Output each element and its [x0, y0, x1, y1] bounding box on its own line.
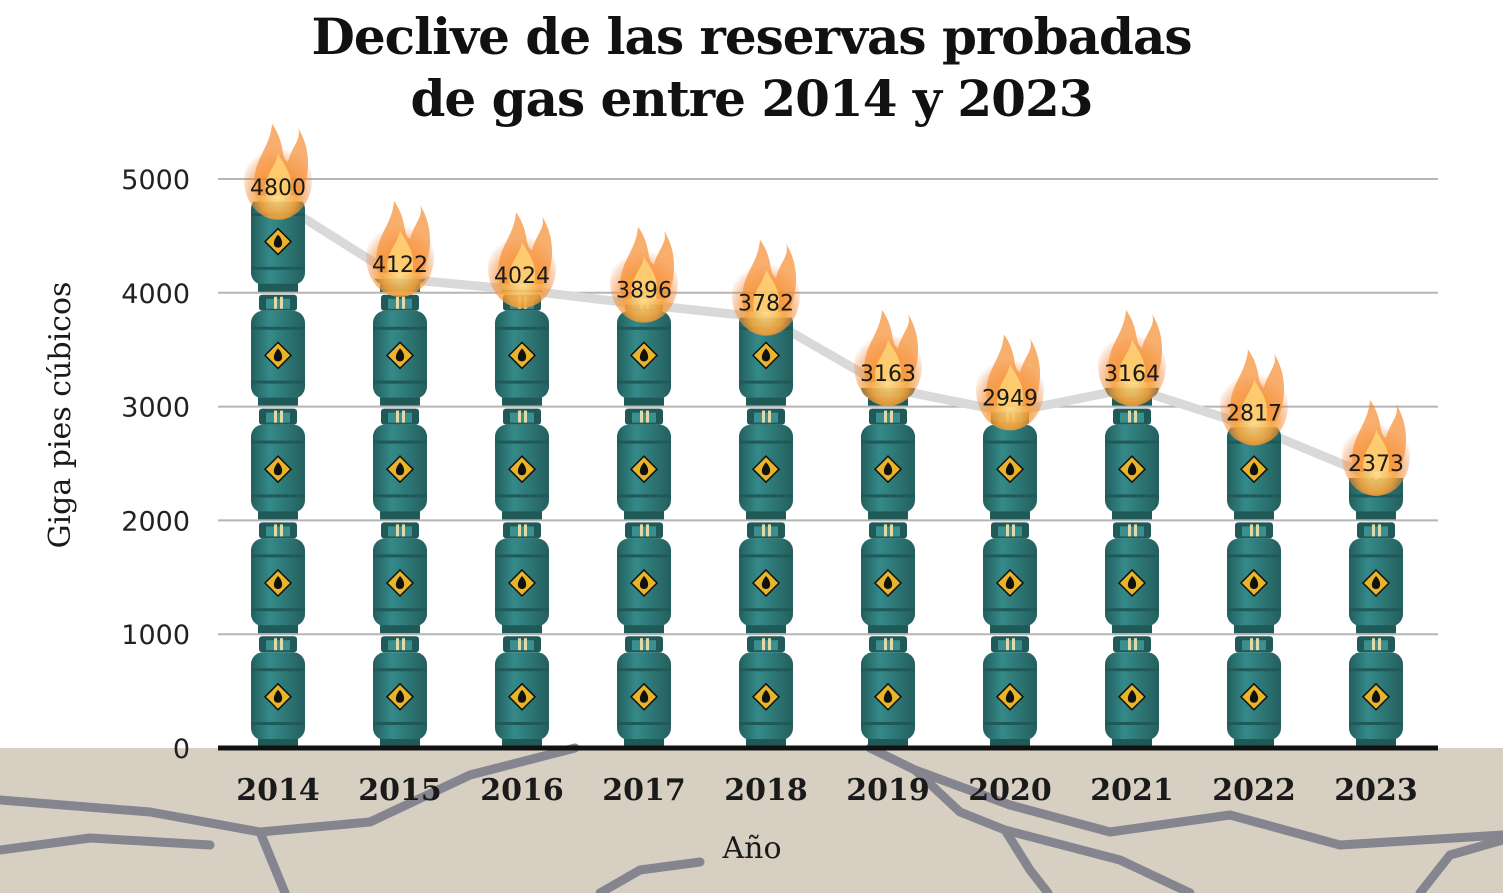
x-tick-label-2016: 2016 — [480, 773, 564, 808]
gas-cylinder-icon — [373, 294, 427, 406]
gas-cylinder-icon — [617, 522, 671, 634]
y-tick-label-0: 0 — [173, 734, 190, 765]
x-tick-label-2019: 2019 — [846, 773, 930, 808]
ground-crack-4 — [910, 765, 1235, 837]
y-tick-label-4000: 4000 — [121, 279, 190, 310]
ground-crack-6 — [1225, 810, 1503, 850]
gas-cylinder-icon — [1105, 408, 1159, 520]
cracked-ground — [0, 743, 1503, 893]
bar-2023 — [1349, 477, 1403, 747]
trend-line — [275, 197, 1378, 483]
gas-cylinder-icon — [1227, 636, 1281, 747]
flame-2014 — [244, 123, 312, 220]
ground-crack-1 — [255, 827, 290, 893]
gas-cylinder-icon — [1105, 636, 1159, 747]
y-axis-label: Giga pies cúbicos — [43, 282, 78, 549]
gas-cylinder-icon — [251, 522, 305, 634]
gas-cylinder-icon — [617, 636, 671, 747]
y-axis-ticks: 0 1000 2000 3000 4000 5000 — [121, 165, 190, 765]
ground-crack-0 — [0, 743, 580, 837]
value-labels: 4800 4122 4024 3896 3782 3163 2949 3164 2817 2373 — [250, 176, 1404, 477]
flame-2015 — [366, 200, 434, 297]
value-label-2023: 2373 — [1348, 452, 1404, 477]
gas-cylinder-icon — [251, 294, 305, 406]
value-label-2015: 4122 — [372, 253, 428, 278]
bar-2015 — [373, 278, 427, 747]
bar-2020 — [983, 412, 1037, 747]
chart-title: Declive de las reservas probadas de gas … — [0, 6, 1503, 130]
gas-cylinder-icon — [739, 522, 793, 634]
flame-2016 — [488, 212, 556, 309]
y-tick-label-3000: 3000 — [121, 393, 190, 424]
value-label-2017: 3896 — [616, 279, 672, 304]
ground-crack-2 — [0, 833, 215, 855]
ground-crack-8 — [595, 857, 705, 893]
flames — [244, 123, 1410, 496]
ground-fill — [0, 748, 1503, 893]
gas-cylinder-icon — [251, 408, 305, 520]
flame-2023 — [1342, 399, 1410, 496]
x-tick-label-2015: 2015 — [358, 773, 442, 808]
x-tick-label-2021: 2021 — [1090, 773, 1174, 808]
gas-cylinder-icon — [495, 522, 549, 634]
bar-2014 — [251, 201, 305, 747]
trend-polyline — [275, 197, 1378, 483]
gas-cylinder-icon — [373, 522, 427, 634]
y-tick-label-2000: 2000 — [121, 506, 190, 537]
value-label-2022: 2817 — [1226, 401, 1282, 426]
x-tick-label-2022: 2022 — [1212, 773, 1296, 808]
flame-2019 — [854, 310, 922, 407]
gas-cylinder-icon — [1227, 427, 1281, 520]
gas-cylinder-icon — [739, 636, 793, 747]
chart-title-line-1: Declive de las reservas probadas — [311, 7, 1193, 66]
value-label-2018: 3782 — [738, 292, 794, 317]
gas-cylinder-icon — [1349, 636, 1403, 747]
chart-title-line-2: de gas entre 2014 y 2023 — [410, 69, 1093, 128]
y-tick-label-5000: 5000 — [121, 165, 190, 196]
value-label-2019: 3163 — [860, 362, 916, 387]
gas-cylinder-icon — [495, 408, 549, 520]
value-label-2021: 3164 — [1104, 362, 1160, 387]
ground-crack-7 — [1415, 835, 1503, 893]
gas-cylinder-icon — [495, 636, 549, 747]
x-tick-label-2017: 2017 — [602, 773, 686, 808]
gas-cylinder-icon — [373, 408, 427, 520]
bar-2022 — [1227, 427, 1281, 747]
y-tick-label-1000: 1000 — [121, 620, 190, 651]
gas-cylinder-icon — [1227, 522, 1281, 634]
x-axis-ticks: 2014 2015 2016 2017 2018 2019 2020 2021 2022 2023 — [236, 773, 1418, 808]
bar-2019 — [861, 388, 915, 747]
flame-2018 — [732, 239, 800, 336]
gas-cylinder-icon — [983, 636, 1037, 747]
flame-2020 — [976, 334, 1044, 431]
ground-crack-3 — [865, 743, 1053, 893]
gas-cylinder-icon — [739, 408, 793, 520]
x-tick-label-2014: 2014 — [236, 773, 320, 808]
gas-cylinder-icon — [861, 636, 915, 747]
x-tick-label-2020: 2020 — [968, 773, 1052, 808]
bar-2017 — [617, 304, 671, 747]
value-label-2016: 4024 — [494, 264, 550, 289]
flame-2017 — [610, 226, 678, 323]
x-tick-label-2018: 2018 — [724, 773, 808, 808]
gas-cylinder-icon — [983, 522, 1037, 634]
gas-cylinder-icon — [617, 408, 671, 520]
gas-cylinder-icon — [1105, 522, 1159, 634]
gas-cylinder-icon — [1349, 522, 1403, 634]
value-label-2020: 2949 — [982, 386, 1038, 411]
gas-cylinder-icon — [861, 408, 915, 520]
gas-cylinder-icon — [861, 522, 915, 634]
x-axis-label: Año — [721, 831, 781, 866]
ground-crack-5 — [1000, 825, 1195, 893]
gas-cylinder-icon — [251, 636, 305, 747]
flame-2022 — [1220, 349, 1288, 446]
flame-2021 — [1098, 309, 1166, 406]
gas-cylinder-icon — [495, 294, 549, 406]
x-tick-label-2023: 2023 — [1334, 773, 1418, 808]
value-label-2014: 4800 — [250, 176, 306, 201]
gas-cylinder-icon — [373, 636, 427, 747]
